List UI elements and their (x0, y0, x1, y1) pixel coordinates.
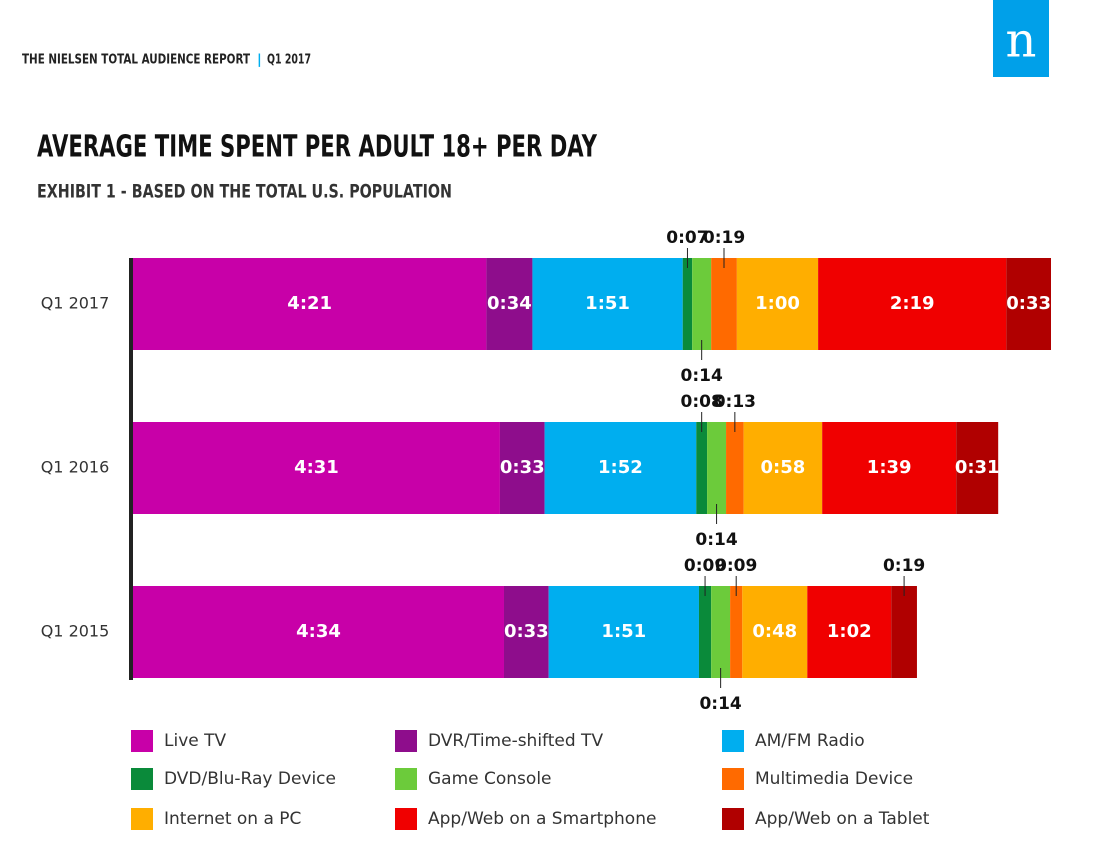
bar-segment (548, 586, 699, 678)
bar-segment (711, 586, 731, 678)
legend-swatch (395, 730, 417, 752)
value-label: 0:58 (761, 457, 806, 478)
value-label: 1:39 (867, 457, 912, 478)
legend-label: App/Web on a Tablet (755, 809, 930, 829)
value-label: 0:19 (883, 556, 925, 576)
separator: | (257, 53, 262, 68)
legend-swatch (131, 808, 153, 830)
value-label: 4:21 (287, 293, 332, 314)
value-label: 0:09 (715, 556, 757, 576)
value-label: 1:51 (601, 621, 646, 642)
bar-segment (698, 586, 712, 678)
chart-subtitle: EXHIBIT 1 - BASED ON THE TOTAL U.S. POPU… (37, 181, 452, 203)
legend-label: Game Console (428, 769, 552, 789)
bar-segment (726, 422, 744, 514)
logo (993, 0, 1049, 77)
value-label: 0:09 (684, 556, 726, 576)
legend-swatch (722, 730, 744, 752)
report-period: Q1 2017 (267, 53, 311, 68)
bar-segment (818, 258, 1007, 350)
bar-segment (743, 422, 823, 514)
category-label: Q1 2017 (41, 294, 110, 313)
bar-segment (891, 586, 917, 678)
legend-label: DVR/Time-shifted TV (428, 731, 603, 751)
value-label: 0:14 (681, 366, 723, 386)
value-label: 4:34 (296, 621, 341, 642)
bar-segment (486, 258, 533, 350)
value-label: 0:33 (500, 457, 545, 478)
logo-letter: n (1006, 13, 1037, 69)
value-label: 1:51 (585, 293, 630, 314)
report-name: THE NIELSEN TOTAL AUDIENCE REPORT (22, 53, 250, 68)
value-label: 4:31 (294, 457, 339, 478)
legend-label: DVD/Blu-Ray Device (164, 769, 336, 789)
bar-segment (532, 258, 683, 350)
legend-label: AM/FM Radio (755, 731, 865, 751)
value-label: 0:33 (1006, 293, 1051, 314)
value-label: 0:08 (681, 392, 723, 412)
value-label: 1:52 (598, 457, 643, 478)
legend-swatch (722, 808, 744, 830)
bar-segment (544, 422, 697, 514)
value-label: 0:34 (487, 293, 532, 314)
value-label: 1:02 (827, 621, 872, 642)
bar-segment (1006, 258, 1051, 350)
bar-segment (133, 586, 504, 678)
bar-segment (682, 258, 693, 350)
legend-label: Internet on a PC (164, 809, 301, 829)
bar-segment (692, 258, 712, 350)
category-label: Q1 2016 (41, 458, 110, 477)
bar-segment (956, 422, 999, 514)
value-label: 0:14 (699, 694, 741, 714)
bar-segment (730, 586, 743, 678)
legend-swatch (395, 808, 417, 830)
bar-segment (736, 258, 819, 350)
value-label: 0:13 (714, 392, 756, 412)
legend-label: App/Web on a Smartphone (428, 809, 656, 829)
chart-title: AVERAGE TIME SPENT PER ADULT 18+ PER DAY (37, 130, 598, 165)
bar-segment (133, 258, 487, 350)
bar-segment (133, 422, 500, 514)
value-label: 0:33 (504, 621, 549, 642)
bar-segment (711, 258, 737, 350)
bar-segment (503, 586, 549, 678)
category-label: Q1 2015 (41, 622, 110, 641)
value-label: 2:19 (890, 293, 935, 314)
legend-swatch (722, 768, 744, 790)
legend-swatch (395, 768, 417, 790)
bar-segment (696, 422, 708, 514)
value-label: 0:48 (752, 621, 797, 642)
value-label: 0:07 (666, 228, 708, 248)
bar-segment (707, 422, 727, 514)
bar-segment (499, 422, 545, 514)
bar-segment (807, 586, 892, 678)
value-label: 0:31 (955, 457, 1000, 478)
legend-swatch (131, 730, 153, 752)
bar-segment (742, 586, 808, 678)
legend-label: Live TV (164, 731, 227, 751)
value-label: 1:00 (755, 293, 800, 314)
legend-label: Multimedia Device (755, 769, 913, 789)
bar-segment (822, 422, 957, 514)
value-label: 0:14 (695, 530, 737, 550)
value-label: 0:19 (703, 228, 745, 248)
legend-swatch (131, 768, 153, 790)
